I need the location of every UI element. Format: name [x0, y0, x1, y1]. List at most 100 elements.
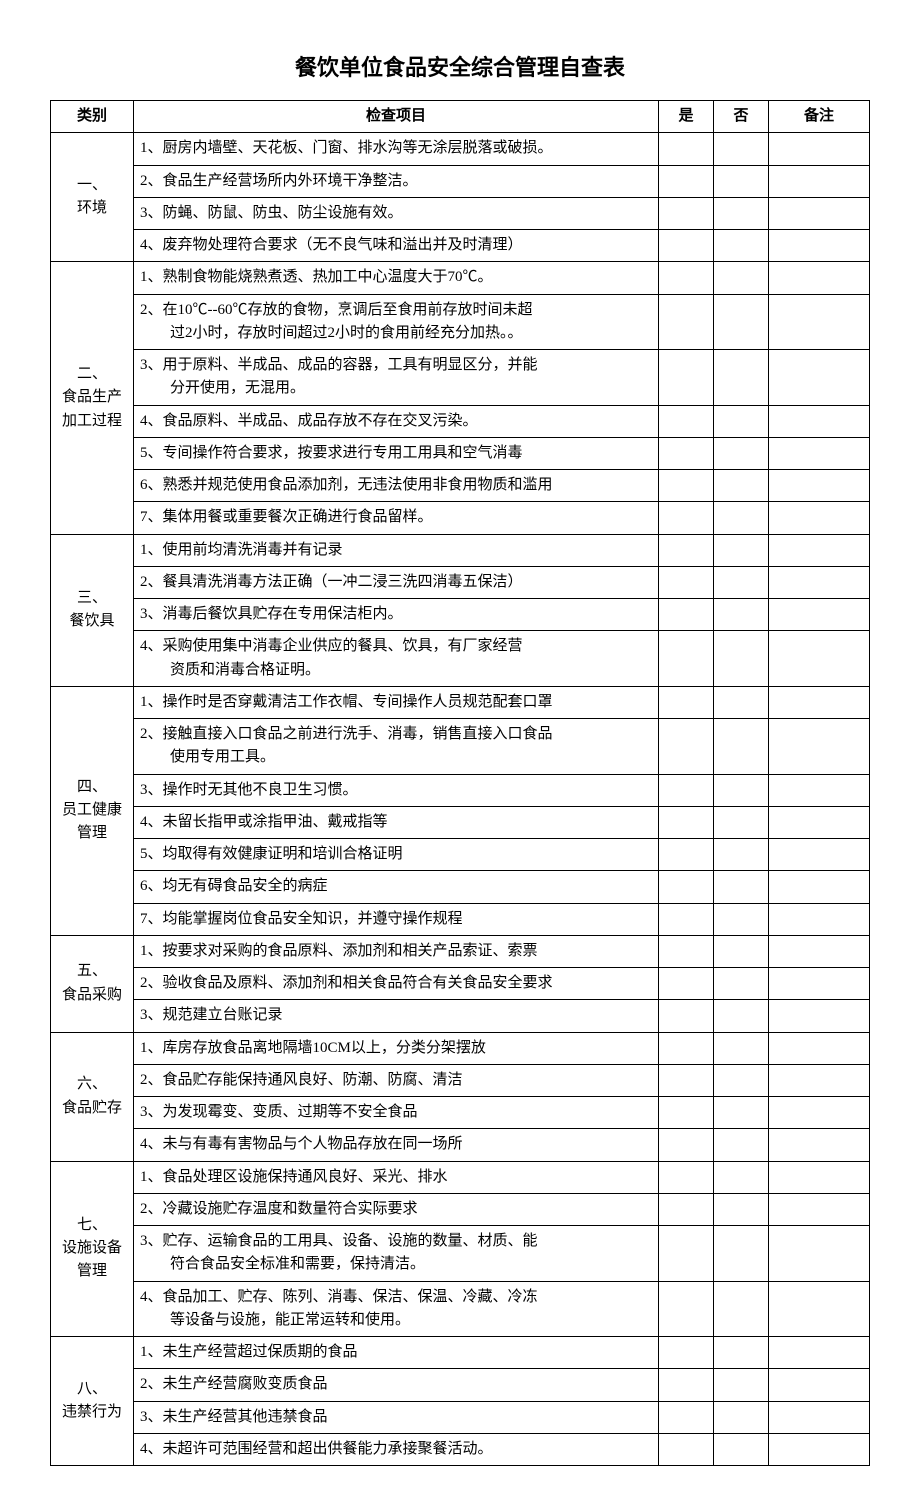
- yes-cell[interactable]: [659, 599, 714, 631]
- no-cell[interactable]: [714, 437, 769, 469]
- no-cell[interactable]: [714, 133, 769, 165]
- no-cell[interactable]: [714, 631, 769, 687]
- yes-cell[interactable]: [659, 631, 714, 687]
- note-cell[interactable]: [769, 350, 870, 406]
- note-cell[interactable]: [769, 1226, 870, 1282]
- note-cell[interactable]: [769, 903, 870, 935]
- yes-cell[interactable]: [659, 437, 714, 469]
- no-cell[interactable]: [714, 1064, 769, 1096]
- note-cell[interactable]: [769, 1161, 870, 1193]
- yes-cell[interactable]: [659, 774, 714, 806]
- note-cell[interactable]: [769, 968, 870, 1000]
- note-cell[interactable]: [769, 871, 870, 903]
- yes-cell[interactable]: [659, 294, 714, 350]
- no-cell[interactable]: [714, 294, 769, 350]
- no-cell[interactable]: [714, 1281, 769, 1337]
- yes-cell[interactable]: [659, 230, 714, 262]
- no-cell[interactable]: [714, 1337, 769, 1369]
- yes-cell[interactable]: [659, 502, 714, 534]
- note-cell[interactable]: [769, 839, 870, 871]
- yes-cell[interactable]: [659, 405, 714, 437]
- note-cell[interactable]: [769, 719, 870, 775]
- yes-cell[interactable]: [659, 1032, 714, 1064]
- note-cell[interactable]: [769, 262, 870, 294]
- note-cell[interactable]: [769, 935, 870, 967]
- no-cell[interactable]: [714, 1000, 769, 1032]
- no-cell[interactable]: [714, 1401, 769, 1433]
- yes-cell[interactable]: [659, 1433, 714, 1465]
- no-cell[interactable]: [714, 968, 769, 1000]
- no-cell[interactable]: [714, 1193, 769, 1225]
- no-cell[interactable]: [714, 1433, 769, 1465]
- no-cell[interactable]: [714, 686, 769, 718]
- no-cell[interactable]: [714, 405, 769, 437]
- no-cell[interactable]: [714, 1161, 769, 1193]
- note-cell[interactable]: [769, 1064, 870, 1096]
- yes-cell[interactable]: [659, 1129, 714, 1161]
- note-cell[interactable]: [769, 1193, 870, 1225]
- yes-cell[interactable]: [659, 1281, 714, 1337]
- yes-cell[interactable]: [659, 1097, 714, 1129]
- yes-cell[interactable]: [659, 1226, 714, 1282]
- no-cell[interactable]: [714, 774, 769, 806]
- note-cell[interactable]: [769, 502, 870, 534]
- yes-cell[interactable]: [659, 165, 714, 197]
- yes-cell[interactable]: [659, 806, 714, 838]
- yes-cell[interactable]: [659, 534, 714, 566]
- yes-cell[interactable]: [659, 350, 714, 406]
- yes-cell[interactable]: [659, 1337, 714, 1369]
- note-cell[interactable]: [769, 294, 870, 350]
- yes-cell[interactable]: [659, 968, 714, 1000]
- no-cell[interactable]: [714, 165, 769, 197]
- yes-cell[interactable]: [659, 1193, 714, 1225]
- no-cell[interactable]: [714, 197, 769, 229]
- yes-cell[interactable]: [659, 1000, 714, 1032]
- note-cell[interactable]: [769, 686, 870, 718]
- no-cell[interactable]: [714, 903, 769, 935]
- note-cell[interactable]: [769, 1281, 870, 1337]
- note-cell[interactable]: [769, 405, 870, 437]
- note-cell[interactable]: [769, 1129, 870, 1161]
- yes-cell[interactable]: [659, 470, 714, 502]
- no-cell[interactable]: [714, 262, 769, 294]
- note-cell[interactable]: [769, 437, 870, 469]
- note-cell[interactable]: [769, 806, 870, 838]
- no-cell[interactable]: [714, 470, 769, 502]
- no-cell[interactable]: [714, 806, 769, 838]
- note-cell[interactable]: [769, 133, 870, 165]
- yes-cell[interactable]: [659, 133, 714, 165]
- note-cell[interactable]: [769, 1032, 870, 1064]
- yes-cell[interactable]: [659, 903, 714, 935]
- note-cell[interactable]: [769, 1369, 870, 1401]
- yes-cell[interactable]: [659, 719, 714, 775]
- yes-cell[interactable]: [659, 566, 714, 598]
- yes-cell[interactable]: [659, 197, 714, 229]
- no-cell[interactable]: [714, 502, 769, 534]
- no-cell[interactable]: [714, 350, 769, 406]
- note-cell[interactable]: [769, 534, 870, 566]
- yes-cell[interactable]: [659, 871, 714, 903]
- no-cell[interactable]: [714, 1129, 769, 1161]
- note-cell[interactable]: [769, 197, 870, 229]
- no-cell[interactable]: [714, 599, 769, 631]
- note-cell[interactable]: [769, 774, 870, 806]
- yes-cell[interactable]: [659, 1369, 714, 1401]
- no-cell[interactable]: [714, 230, 769, 262]
- no-cell[interactable]: [714, 1226, 769, 1282]
- yes-cell[interactable]: [659, 686, 714, 718]
- note-cell[interactable]: [769, 1401, 870, 1433]
- no-cell[interactable]: [714, 1369, 769, 1401]
- note-cell[interactable]: [769, 1000, 870, 1032]
- no-cell[interactable]: [714, 1032, 769, 1064]
- yes-cell[interactable]: [659, 839, 714, 871]
- no-cell[interactable]: [714, 719, 769, 775]
- no-cell[interactable]: [714, 1097, 769, 1129]
- note-cell[interactable]: [769, 599, 870, 631]
- no-cell[interactable]: [714, 935, 769, 967]
- note-cell[interactable]: [769, 1337, 870, 1369]
- yes-cell[interactable]: [659, 1401, 714, 1433]
- yes-cell[interactable]: [659, 262, 714, 294]
- note-cell[interactable]: [769, 470, 870, 502]
- note-cell[interactable]: [769, 230, 870, 262]
- no-cell[interactable]: [714, 566, 769, 598]
